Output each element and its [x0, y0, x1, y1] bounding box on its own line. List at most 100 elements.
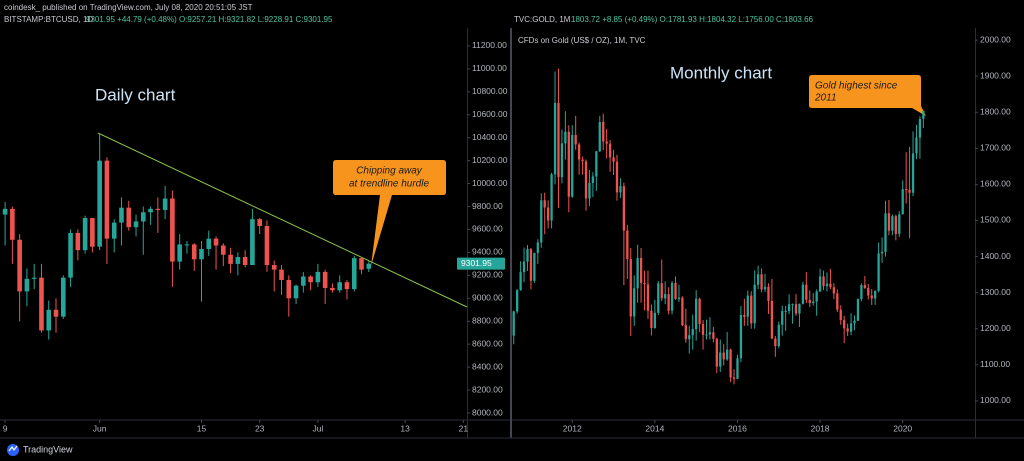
callout: Chipping away at trendline hurdle [333, 160, 446, 266]
candle-body [856, 299, 860, 321]
publisher: coindesk_ published on TradingView.com, … [4, 3, 253, 12]
candle-body [540, 200, 543, 243]
y-tick-label: 8600.00 [472, 338, 503, 348]
candle-body [516, 290, 519, 312]
candle-body [746, 295, 749, 317]
candle-body [701, 324, 705, 335]
candle-body [884, 213, 887, 252]
callout-shape [809, 75, 926, 116]
candle-body [293, 285, 299, 299]
candle-body [344, 282, 350, 290]
candle-body [608, 143, 612, 158]
candle-body [595, 151, 598, 177]
candle-body [877, 253, 880, 291]
y-tick-label: 1900.00 [980, 70, 1011, 80]
candle-body [31, 277, 37, 279]
candle-body [915, 137, 918, 154]
candle-body [808, 299, 811, 304]
y-tick-label: 9400.00 [472, 247, 503, 257]
candle-body [271, 265, 277, 270]
candle-body [519, 272, 522, 291]
candle-body [526, 248, 529, 262]
candle-body [898, 214, 901, 234]
x-tick-label: 13 [400, 423, 410, 433]
candle-body [660, 283, 663, 299]
candle-body [787, 304, 791, 312]
x-tick-label: 15 [197, 423, 207, 433]
trendline [97, 132, 468, 308]
candle-body [770, 300, 774, 339]
candle-body [763, 286, 767, 290]
y-tick-label: 10600.00 [472, 109, 508, 119]
candle-body [104, 160, 110, 239]
brand-logo [7, 444, 19, 456]
candle-body [191, 244, 197, 260]
brand: TradingView [23, 444, 73, 454]
candle-body [612, 157, 615, 162]
y-tick-label: 1500.00 [980, 215, 1011, 225]
candle-body [337, 282, 343, 291]
y-tick-label: 8200.00 [472, 384, 503, 394]
candle-body [894, 216, 897, 234]
candle-body [17, 239, 22, 292]
candle-body [133, 221, 139, 228]
y-tick-label: 1000.00 [980, 395, 1011, 405]
candle-body [512, 311, 515, 336]
candle-body [891, 216, 894, 231]
candle-body [522, 261, 526, 273]
candle-body [633, 288, 636, 317]
candle-body [351, 258, 357, 290]
y-tick-label: 9200.00 [472, 270, 503, 280]
candle-body [863, 285, 866, 288]
candle-body [822, 276, 825, 287]
candle-body [636, 258, 639, 289]
x-tick-label: Jun [93, 423, 107, 433]
candle-body [264, 226, 270, 266]
logo-glyph [8, 445, 18, 452]
candle-body [812, 301, 815, 304]
candle-body [777, 324, 780, 347]
last-price-label: 9301.95 [461, 258, 492, 268]
candle-body [695, 298, 698, 330]
candle-body [732, 377, 736, 379]
candle-body [213, 238, 219, 246]
candle-body [708, 332, 712, 335]
candle-body [155, 208, 161, 210]
candle-body [705, 334, 708, 336]
candle-body [874, 290, 877, 299]
candle-body [228, 254, 233, 264]
candle-body [832, 287, 836, 294]
candle-body [853, 320, 856, 324]
candle-body [199, 248, 204, 260]
candle-body [577, 144, 581, 160]
candle-body [784, 311, 787, 313]
y-tick-label: 8800.00 [472, 315, 503, 325]
candles [512, 68, 925, 385]
y-tick-label: 8000.00 [472, 407, 503, 417]
y-tick-label: 2000.00 [980, 34, 1011, 44]
candle-body [691, 329, 694, 336]
y-tick-label: 9600.00 [472, 224, 503, 234]
candle-body [162, 198, 168, 210]
candle-body [646, 284, 650, 311]
candle-body [546, 207, 550, 221]
candle-body [794, 304, 798, 314]
candle-body [564, 131, 567, 144]
candle-body [605, 141, 608, 144]
candle-body [867, 287, 870, 296]
callout-shape [333, 160, 446, 266]
x-tick-label: 21 [459, 423, 469, 433]
candle-body [715, 338, 718, 367]
candle-body [918, 119, 922, 138]
logo-icon [7, 444, 19, 456]
candle-body [126, 207, 132, 228]
candle-body [712, 332, 715, 339]
x-tick-label: 2014 [645, 423, 664, 433]
candle-body [677, 297, 681, 300]
candle-body [581, 159, 584, 162]
candle-body [725, 349, 729, 360]
candle-body [622, 186, 626, 231]
callout: Gold highest since 2011 [809, 75, 926, 116]
candle-body [849, 323, 853, 332]
